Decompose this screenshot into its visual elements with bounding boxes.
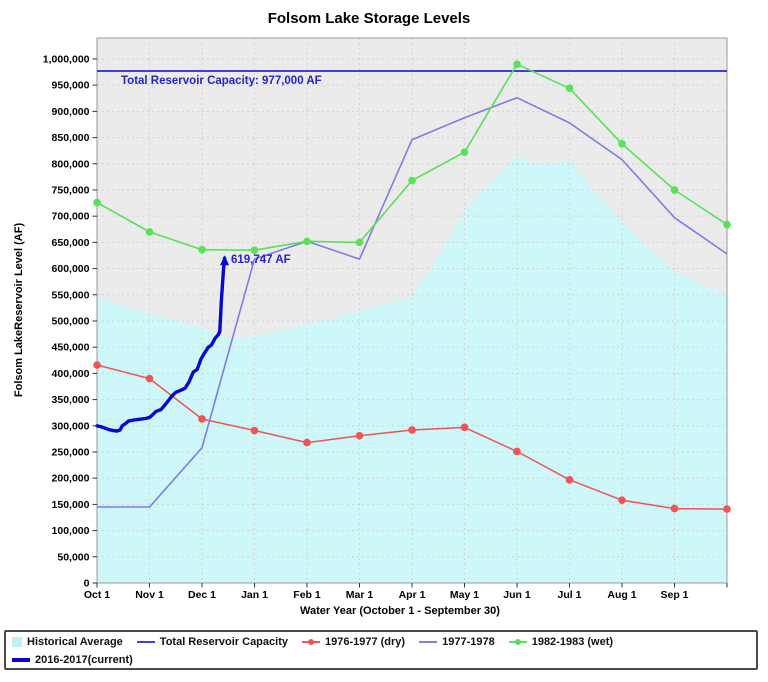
series-1982-1983-wet-marker bbox=[250, 246, 259, 255]
x-tick-label: Nov 1 bbox=[135, 589, 164, 601]
y-tick-label: 550,000 bbox=[52, 289, 90, 301]
series-1976-1977-dry-marker bbox=[565, 475, 574, 484]
capacity-annotation: Total Reservoir Capacity: 977,000 AF bbox=[121, 75, 322, 87]
legend-label: 2016-2017(current) bbox=[35, 654, 133, 666]
legend-item-1982-1983-wet: 1982-1983 (wet) bbox=[508, 636, 614, 648]
series-1976-1977-dry-marker bbox=[250, 426, 259, 435]
x-tick-label: Oct 1 bbox=[84, 589, 110, 601]
series-1976-1977-dry-marker bbox=[145, 374, 154, 383]
y-tick-label: 300,000 bbox=[52, 420, 90, 432]
legend-label: 1976-1977 (dry) bbox=[324, 636, 406, 648]
chart-title: Folsom Lake Storage Levels bbox=[268, 10, 471, 27]
legend-marker-dot bbox=[307, 639, 314, 645]
series-1976-1977-dry-marker bbox=[355, 431, 364, 440]
y-tick-label: 800,000 bbox=[52, 158, 90, 170]
series-1976-1977-dry-marker bbox=[513, 447, 521, 456]
x-tick-label: Dec 1 bbox=[188, 589, 216, 601]
y-tick-label: 900,000 bbox=[52, 106, 90, 118]
x-tick-label: Sep 1 bbox=[660, 589, 688, 601]
legend-marker-dot bbox=[514, 639, 521, 645]
legend-label: 1982-1983 (wet) bbox=[531, 636, 614, 648]
x-axis-title: Water Year (October 1 - September 30) bbox=[300, 605, 500, 617]
legend-row: 2016-2017(current) bbox=[12, 651, 750, 669]
current-level-annotation: 619,747 AF bbox=[231, 254, 291, 266]
y-tick-label: 1,000,000 bbox=[43, 53, 90, 65]
y-tick-label: 950,000 bbox=[52, 80, 90, 92]
legend-swatch-historical-average bbox=[12, 637, 22, 647]
current-line-arrowhead bbox=[220, 255, 230, 266]
series-1977-1978-line bbox=[97, 96, 728, 508]
y-tick-label: 400,000 bbox=[52, 368, 90, 380]
series-1982-1983-wet-marker bbox=[93, 198, 101, 207]
y-tick-label: 600,000 bbox=[52, 263, 90, 275]
series-1982-1983-wet-marker bbox=[618, 140, 626, 148]
x-tick-label: Mar 1 bbox=[346, 589, 374, 601]
y-tick-label: 500,000 bbox=[52, 315, 90, 327]
x-tick-label: May 1 bbox=[450, 589, 479, 601]
series-1982-1983-wet-marker bbox=[513, 60, 521, 69]
legend-swatch-1977-1978 bbox=[419, 641, 438, 643]
x-tick-label: Apr 1 bbox=[399, 589, 426, 601]
y-tick-label: 750,000 bbox=[52, 184, 90, 196]
x-tick-label: Aug 1 bbox=[607, 589, 636, 601]
legend-label: Historical Average bbox=[27, 636, 123, 648]
series-1976-1977-dry-marker bbox=[198, 415, 206, 423]
x-tick-label: Jun 1 bbox=[503, 589, 531, 601]
x-tick-label: Feb 1 bbox=[293, 589, 321, 601]
legend-label: 1977-1978 bbox=[442, 636, 495, 648]
y-tick-label: 250,000 bbox=[52, 446, 90, 458]
series-1976-1977-dry-marker bbox=[303, 438, 311, 447]
y-axis-title: Folsom LakeReservoir Level (AF) bbox=[13, 223, 25, 398]
legend-row: Historical Average Total Reservoir Capaci… bbox=[12, 633, 750, 651]
legend-item-1976-1977-dry: 1976-1977 (dry) bbox=[301, 636, 406, 648]
y-tick-label: 200,000 bbox=[52, 473, 90, 485]
series-1982-1983-wet-marker bbox=[145, 228, 154, 236]
y-tick-label: 700,000 bbox=[52, 211, 90, 223]
y-tick-label: 50,000 bbox=[57, 551, 89, 563]
y-tick-label: 650,000 bbox=[52, 237, 90, 249]
series-1982-1983-wet-marker bbox=[355, 238, 364, 247]
y-tick-label: 100,000 bbox=[52, 525, 90, 537]
series-2016-2017-current-line bbox=[95, 256, 227, 433]
legend: Historical Average Total Reservoir Capaci… bbox=[4, 630, 758, 670]
legend-item-historical-average: Historical Average bbox=[12, 636, 123, 648]
legend-item-1977-1978: 1977-1978 bbox=[419, 636, 495, 648]
series-1982-1983-wet-marker bbox=[198, 245, 206, 254]
series-1976-1977-dry-marker bbox=[460, 423, 469, 432]
legend-item-total-reservoir-capacity: Total Reservoir Capacity bbox=[136, 636, 288, 648]
y-tick-label: 150,000 bbox=[52, 499, 90, 511]
series-1976-1977-dry-marker bbox=[618, 496, 626, 505]
legend-item-2016-2017-current: 2016-2017(current) bbox=[12, 654, 133, 666]
y-tick-label: 850,000 bbox=[52, 132, 90, 144]
x-tick-label: Jul 1 bbox=[558, 589, 582, 601]
series-1976-1977-dry-marker bbox=[93, 361, 101, 369]
series-1976-1977-dry-marker bbox=[723, 505, 731, 513]
y-tick-label: 0 bbox=[84, 578, 90, 590]
legend-label: Total Reservoir Capacity bbox=[159, 636, 288, 648]
legend-swatch-total-reservoir-capacity bbox=[136, 641, 155, 643]
y-tick-label: 450,000 bbox=[52, 342, 90, 354]
legend-swatch-1982-1983-wet bbox=[508, 639, 527, 645]
series-1982-1983-wet-marker bbox=[303, 237, 311, 246]
series-1976-1977-dry-marker bbox=[670, 504, 679, 513]
legend-swatch-1976-1977-dry bbox=[301, 639, 320, 645]
legend-swatch-2016-2017-current bbox=[12, 658, 30, 662]
series-1982-1983-wet-marker bbox=[723, 220, 731, 229]
y-tick-label: 350,000 bbox=[52, 394, 90, 406]
series-1982-1983-wet-marker bbox=[408, 176, 416, 185]
series-1976-1977-dry-marker bbox=[408, 426, 416, 434]
series-1982-1983-wet-marker bbox=[670, 186, 679, 194]
series-1982-1983-wet-marker bbox=[565, 84, 574, 93]
series-1982-1983-wet-marker bbox=[460, 148, 469, 157]
x-tick-label: Jan 1 bbox=[241, 589, 268, 601]
